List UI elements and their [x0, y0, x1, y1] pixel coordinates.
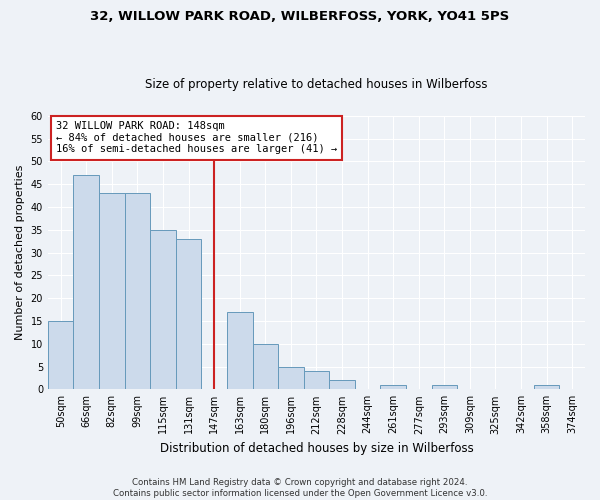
Bar	[48, 321, 73, 390]
Bar	[253, 344, 278, 390]
Bar	[73, 175, 99, 390]
Y-axis label: Number of detached properties: Number of detached properties	[15, 165, 25, 340]
Bar	[176, 239, 202, 390]
Text: 32 WILLOW PARK ROAD: 148sqm
← 84% of detached houses are smaller (216)
16% of se: 32 WILLOW PARK ROAD: 148sqm ← 84% of det…	[56, 121, 337, 154]
Bar	[150, 230, 176, 390]
Bar	[125, 194, 150, 390]
Bar	[304, 371, 329, 390]
Bar	[227, 312, 253, 390]
Title: Size of property relative to detached houses in Wilberfoss: Size of property relative to detached ho…	[145, 78, 488, 91]
Bar	[534, 384, 559, 390]
Bar	[380, 384, 406, 390]
Bar	[278, 366, 304, 390]
Text: Contains HM Land Registry data © Crown copyright and database right 2024.
Contai: Contains HM Land Registry data © Crown c…	[113, 478, 487, 498]
Bar	[329, 380, 355, 390]
X-axis label: Distribution of detached houses by size in Wilberfoss: Distribution of detached houses by size …	[160, 442, 473, 455]
Text: 32, WILLOW PARK ROAD, WILBERFOSS, YORK, YO41 5PS: 32, WILLOW PARK ROAD, WILBERFOSS, YORK, …	[91, 10, 509, 23]
Bar	[99, 194, 125, 390]
Bar	[431, 384, 457, 390]
